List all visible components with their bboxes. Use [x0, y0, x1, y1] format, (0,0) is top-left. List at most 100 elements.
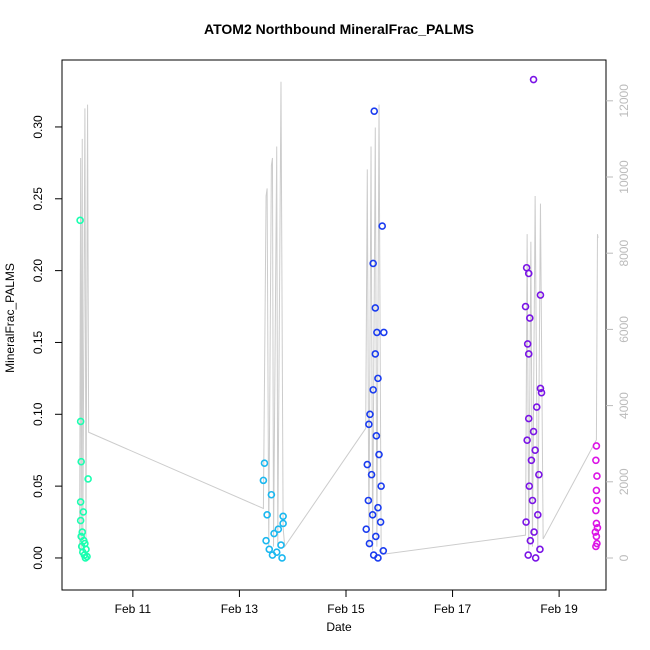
data-point [528, 496, 537, 505]
data-point [535, 470, 543, 479]
data-point [537, 388, 546, 397]
data-point [265, 545, 274, 554]
data-point [274, 525, 283, 534]
data-point [522, 518, 530, 526]
data-point [380, 328, 388, 337]
data-point [592, 486, 601, 495]
data-point [524, 350, 533, 358]
data-point [371, 350, 380, 358]
y-tick-label: 0.15 [31, 330, 45, 354]
data-point [374, 554, 382, 562]
data-point [263, 511, 271, 519]
data-point [378, 222, 387, 230]
data-point [363, 460, 372, 469]
data-point [521, 302, 530, 311]
plot-box [61, 59, 607, 591]
data-point [362, 525, 371, 534]
data-point [592, 532, 601, 541]
data-point [373, 328, 381, 337]
y-tick-label: 0.05 [31, 474, 45, 498]
data-point [523, 340, 532, 348]
chart-title: ATOM2 Northbound MineralFrac_PALMS [204, 21, 474, 37]
x-tick-label: Feb 15 [327, 602, 365, 616]
data-point [592, 519, 601, 528]
data-point [369, 259, 377, 268]
data-point [525, 482, 534, 490]
data-point [379, 546, 388, 555]
x-tick-label: Feb 11 [115, 602, 152, 616]
y-tick-label: 0.00 [31, 546, 45, 570]
data-point [592, 442, 601, 450]
data-point [370, 107, 379, 115]
data-point [526, 536, 535, 545]
data-point [534, 511, 542, 519]
data-point [377, 482, 385, 490]
y-tick-label: 0.10 [31, 402, 45, 426]
data-point [374, 503, 382, 512]
data-point [536, 291, 545, 299]
data-point [375, 450, 383, 459]
data-point [524, 269, 533, 278]
x-tick-label: Feb 17 [434, 602, 472, 616]
data-point [527, 456, 536, 465]
data-point [524, 551, 533, 559]
data-point [592, 456, 600, 465]
data-point [365, 420, 373, 429]
data-point [367, 470, 376, 479]
data-point [278, 554, 286, 562]
data-point [260, 459, 269, 467]
data-point [526, 314, 534, 322]
data-point [277, 541, 285, 549]
data-point [536, 545, 544, 554]
data-point [79, 508, 88, 516]
x-tick-label: Feb 13 [221, 602, 259, 616]
y2-tick-label: 6000 [617, 316, 631, 343]
data-point [84, 475, 92, 483]
data-point [366, 410, 374, 419]
data-point [279, 519, 287, 528]
data-point [593, 496, 601, 505]
y2-tick-label: 2000 [617, 468, 631, 495]
data-point [531, 446, 539, 455]
data-point [524, 414, 533, 423]
y-axis-label: MineralFrac_PALMS [3, 263, 17, 373]
data-point [259, 476, 268, 485]
data-point [83, 552, 91, 561]
y2-tick-label: 0 [617, 554, 631, 561]
data-point [77, 457, 85, 466]
data-point [536, 384, 545, 393]
data-point [267, 490, 276, 499]
data-point [532, 403, 541, 411]
y2-tick-label: 12000 [617, 84, 631, 118]
data-point [372, 532, 380, 541]
data-point [376, 518, 385, 526]
data-point [270, 529, 278, 538]
x-axis-label: Date [326, 620, 352, 634]
data-point [268, 551, 277, 559]
data-point [81, 554, 90, 562]
data-point [591, 528, 600, 536]
data-point [76, 417, 85, 426]
data-point [76, 498, 85, 506]
altitude-line [79, 81, 599, 555]
y-tick-label: 0.25 [31, 187, 45, 211]
data-point [523, 436, 531, 444]
data-point [371, 304, 380, 312]
data-point [76, 216, 84, 225]
y2-tick-label: 10000 [617, 160, 631, 194]
data-point [364, 496, 373, 505]
data-point [279, 512, 287, 521]
data-point [365, 539, 374, 548]
data-point [530, 528, 538, 536]
data-point [593, 472, 601, 480]
data-point [529, 427, 538, 436]
y2-tick-label: 4000 [617, 392, 631, 419]
data-point [262, 536, 270, 545]
data-point [368, 511, 377, 519]
data-point [374, 374, 382, 383]
data-point [369, 386, 377, 394]
data-point [372, 432, 381, 440]
data-point [78, 528, 87, 536]
